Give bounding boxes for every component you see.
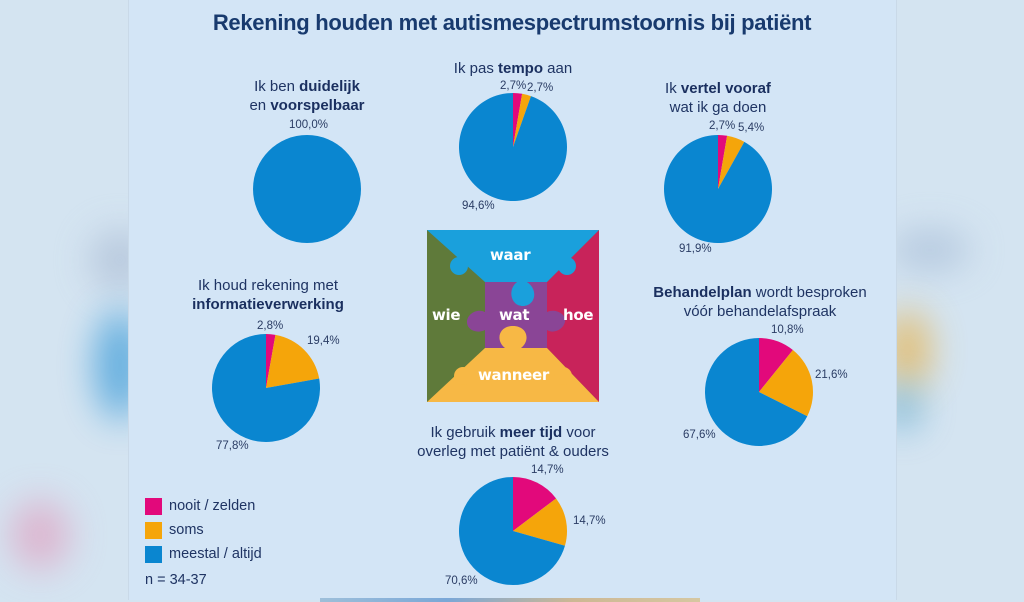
pct-meestal: 67,6%: [683, 429, 716, 441]
pct-meestal: 94,6%: [462, 200, 495, 212]
pct-nooit: 2,7%: [709, 120, 736, 132]
pie-chart-vertel-vooraf: [664, 135, 772, 243]
puzzle-label-wat: wat: [499, 306, 530, 324]
pct-meestal: 77,8%: [216, 440, 249, 452]
pct-nooit: 2,8%: [257, 320, 284, 332]
pie-question: Ik ben duidelijk en voorspelbaar: [249, 78, 365, 114]
legend-label: soms: [169, 522, 204, 538]
puzzle-label-hoe: hoe: [563, 306, 594, 324]
pie-slice: [459, 93, 567, 201]
pie-slice: [759, 349, 813, 417]
pct-meestal: 91,9%: [679, 243, 712, 255]
pie-question: Behandelplan wordt besproken vóór behande…: [653, 284, 867, 320]
pct-soms: 5,4%: [738, 122, 765, 134]
puzzle-icon: [427, 230, 599, 402]
pct-nooit: 14,7%: [531, 464, 564, 476]
pie-question: Ik pas tempo aan: [453, 60, 573, 77]
pie-slice: [759, 338, 793, 392]
puzzle-graphic: waar wie wat hoe wanneer: [427, 230, 599, 402]
pie-slice: [718, 135, 728, 189]
pie-question: Ik vertel vooraf wat ik ga doen: [665, 80, 771, 116]
pie-slice: [705, 338, 808, 446]
legend-swatch-orange: [145, 521, 162, 539]
pie-slice: [513, 498, 567, 546]
background-blur: [890, 230, 970, 270]
page-title: Rekening houden met autismespectrumstoor…: [212, 10, 812, 35]
pct-soms: 2,7%: [527, 82, 554, 94]
pie-chart-informatieverwerking: [212, 334, 320, 442]
pct-soms: 14,7%: [573, 515, 606, 527]
pct-soms: 21,6%: [815, 369, 848, 381]
pie-question: Ik gebruik meer tijd voor overleg met pat…: [417, 424, 609, 460]
legend-item-meestal-altijd: meestal / altijd: [145, 542, 262, 566]
pie-slice: [266, 334, 276, 388]
pie-chart-duidelijk: [253, 135, 361, 243]
pie-slice: [664, 135, 772, 243]
pct-nooit: 10,8%: [771, 324, 804, 336]
pie-slice: [718, 135, 745, 189]
legend-swatch-magenta: [145, 497, 162, 515]
pie-slice: [212, 334, 320, 442]
pct-soms: 19,4%: [307, 335, 340, 347]
pct-meestal: 70,6%: [445, 575, 478, 587]
pie-slice: [513, 477, 557, 531]
legend: nooit / zelden soms meestal / altijd n =…: [145, 494, 262, 592]
puzzle-label-waar: waar: [490, 246, 531, 264]
pie-chart-tempo: [459, 93, 567, 201]
pie-slice: [266, 334, 320, 388]
legend-item-nooit-zelden: nooit / zelden: [145, 494, 262, 518]
pie-slice: [513, 93, 523, 147]
pct-nooit: 2,7%: [500, 80, 527, 92]
legend-swatch-blue: [145, 545, 162, 563]
legend-label: meestal / altijd: [169, 546, 262, 562]
pie-slice: [513, 93, 531, 147]
legend-item-soms: soms: [145, 518, 262, 542]
pie-chart-meer-tijd: [459, 477, 567, 585]
pie-chart-behandelplan: [705, 338, 813, 446]
background-blur: [10, 500, 70, 570]
legend-label: nooit / zelden: [169, 498, 256, 514]
puzzle-label-wanneer: wanneer: [478, 366, 549, 384]
sample-size: n = 34-37: [145, 572, 207, 588]
pie-question: Ik houd rekening met informatieverwerking: [192, 277, 344, 313]
card-bottom-edge: [320, 598, 700, 602]
pct-meestal: 100,0%: [289, 119, 329, 131]
puzzle-label-wie: wie: [432, 306, 461, 324]
pie-slice: [459, 477, 565, 585]
